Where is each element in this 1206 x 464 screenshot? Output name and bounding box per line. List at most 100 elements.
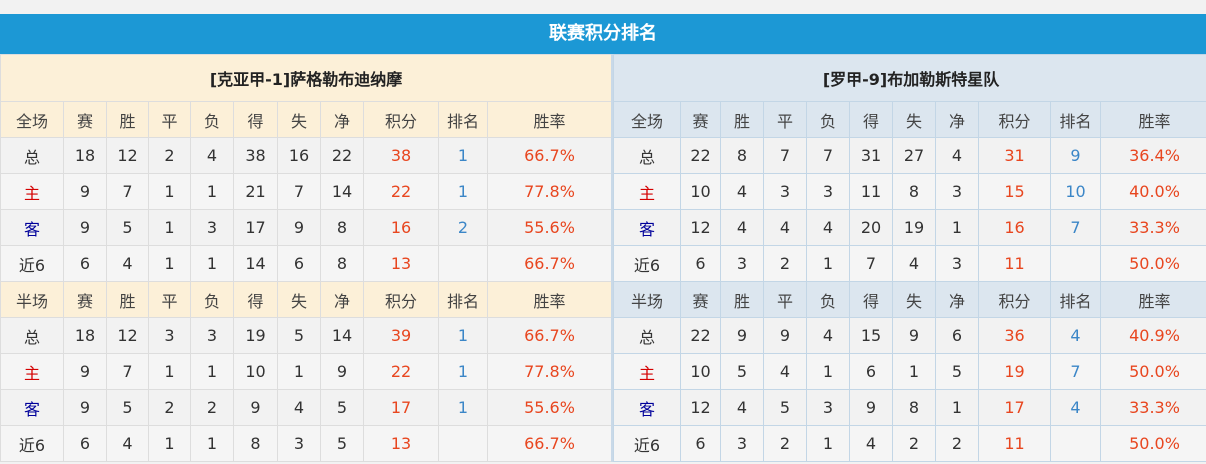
table-row: 总 18 12 3 3 19 5 14 39 1 66.7% xyxy=(0,317,613,354)
cell-ga: 27 xyxy=(892,137,936,174)
team-name: [克亚甲-1]萨格勒布迪纳摩 xyxy=(0,54,613,102)
column-header-loss: 负 xyxy=(190,101,234,138)
cell-rate: 40.9% xyxy=(1099,317,1206,354)
cell-win: 5 xyxy=(106,209,149,246)
cell-rate: 55.6% xyxy=(486,389,613,426)
cell-gf: 15 xyxy=(849,317,893,354)
cell-rank: 7 xyxy=(1050,353,1101,390)
cell-win: 8 xyxy=(720,137,764,174)
cell-ga: 8 xyxy=(892,173,936,210)
cell-draw: 2 xyxy=(763,245,807,282)
column-header-gd: 净 xyxy=(935,101,979,138)
cell-loss: 3 xyxy=(190,317,234,354)
cell-gf: 6 xyxy=(849,353,893,390)
cell-draw: 1 xyxy=(148,173,191,210)
cell-played: 9 xyxy=(63,209,107,246)
table-row: 客 12 4 4 4 20 19 1 16 7 33.3% xyxy=(613,209,1206,246)
cell-win: 7 xyxy=(106,353,149,390)
column-header-loss: 负 xyxy=(190,281,234,318)
cell-rate: 66.7% xyxy=(486,317,613,354)
cell-gf: 21 xyxy=(233,173,278,210)
cell-loss: 4 xyxy=(190,137,234,174)
column-header-played: 赛 xyxy=(680,101,721,138)
cell-loss: 1 xyxy=(806,425,850,462)
cell-label: 主 xyxy=(0,353,64,390)
column-header-label: 半场 xyxy=(0,281,64,318)
column-header-pts: 积分 xyxy=(978,281,1051,318)
cell-label: 近6 xyxy=(0,425,64,462)
cell-rate: 33.3% xyxy=(1099,389,1206,426)
cell-label: 客 xyxy=(0,209,64,246)
cell-rank xyxy=(438,245,488,282)
away-team-standings: [罗甲-9]布加勒斯特星队 全场赛胜平负得失净积分 排名 胜率总 22 8 7 7 31 27 4 3… xyxy=(611,54,1206,462)
cell-gf: 9 xyxy=(849,389,893,426)
table-row: 客 12 4 5 3 9 8 1 17 4 33.3% xyxy=(613,389,1206,426)
cell-loss: 1 xyxy=(190,425,234,462)
cell-label: 主 xyxy=(613,173,681,210)
table-row: 主 10 5 4 1 6 1 5 19 7 50.0% xyxy=(613,353,1206,390)
table-row: 总 22 8 7 7 31 27 4 31 9 36.4% xyxy=(613,137,1206,174)
cell-label: 总 xyxy=(0,317,64,354)
cell-rate: 66.7% xyxy=(486,425,613,462)
cell-played: 12 xyxy=(680,389,721,426)
cell-gf: 10 xyxy=(233,353,278,390)
cell-label: 客 xyxy=(613,209,681,246)
cell-draw: 9 xyxy=(763,317,807,354)
cell-label: 近6 xyxy=(613,245,681,282)
column-header-played: 赛 xyxy=(680,281,721,318)
cell-gf: 11 xyxy=(849,173,893,210)
home-team-standings: [克亚甲-1]萨格勒布迪纳摩 全场赛胜平负得失净积分 排名 胜率总 18 12 2 4 38 16… xyxy=(0,54,613,462)
standings-title: 联赛积分排名 xyxy=(0,14,1206,54)
cell-ga: 4 xyxy=(277,389,321,426)
column-header-rank: 排名 xyxy=(438,101,488,138)
cell-pts: 19 xyxy=(978,353,1051,390)
cell-draw: 1 xyxy=(148,353,191,390)
cell-gf: 19 xyxy=(233,317,278,354)
cell-gf: 17 xyxy=(233,209,278,246)
cell-gd: 2 xyxy=(935,425,979,462)
column-header-win: 胜 xyxy=(106,281,149,318)
cell-rank: 2 xyxy=(438,209,488,246)
cell-ga: 9 xyxy=(277,209,321,246)
cell-ga: 9 xyxy=(892,317,936,354)
cell-win: 4 xyxy=(720,389,764,426)
cell-draw: 5 xyxy=(763,389,807,426)
team-name: [罗甲-9]布加勒斯特星队 xyxy=(612,54,1206,102)
cell-played: 12 xyxy=(680,209,721,246)
cell-loss: 2 xyxy=(190,389,234,426)
cell-ga: 8 xyxy=(892,389,936,426)
cell-win: 9 xyxy=(720,317,764,354)
column-header-gf: 得 xyxy=(849,281,893,318)
table-row: 近6 6 3 2 1 4 2 2 11 50.0% xyxy=(613,425,1206,462)
cell-label: 总 xyxy=(613,317,681,354)
table-row: 主 9 7 1 1 10 1 9 22 1 77.8% xyxy=(0,353,613,390)
table-row: 总 22 9 9 4 15 9 6 36 4 40.9% xyxy=(613,317,1206,354)
table-row: 客 9 5 1 3 17 9 8 16 2 55.6% xyxy=(0,209,613,246)
cell-loss: 4 xyxy=(806,317,850,354)
cell-pts: 17 xyxy=(363,389,439,426)
table-row: 主 10 4 3 3 11 8 3 15 10 40.0% xyxy=(613,173,1206,210)
cell-pts: 39 xyxy=(363,317,439,354)
column-header-rank: 排名 xyxy=(1050,281,1101,318)
cell-pts: 38 xyxy=(363,137,439,174)
cell-rank: 10 xyxy=(1050,173,1101,210)
column-header-draw: 平 xyxy=(763,101,807,138)
cell-pts: 16 xyxy=(978,209,1051,246)
cell-pts: 11 xyxy=(978,425,1051,462)
column-header-ga: 失 xyxy=(892,101,936,138)
cell-rate: 33.3% xyxy=(1099,209,1206,246)
cell-rate: 77.8% xyxy=(486,173,613,210)
cell-gd: 3 xyxy=(935,173,979,210)
cell-gd: 1 xyxy=(935,389,979,426)
cell-label: 主 xyxy=(0,173,64,210)
cell-win: 5 xyxy=(720,353,764,390)
cell-rank xyxy=(1050,425,1101,462)
cell-loss: 3 xyxy=(806,389,850,426)
cell-played: 10 xyxy=(680,173,721,210)
cell-pts: 13 xyxy=(363,425,439,462)
column-header-ga: 失 xyxy=(277,101,321,138)
cell-rank: 7 xyxy=(1050,209,1101,246)
cell-win: 12 xyxy=(106,317,149,354)
cell-win: 12 xyxy=(106,137,149,174)
column-header-rank: 排名 xyxy=(438,281,488,318)
